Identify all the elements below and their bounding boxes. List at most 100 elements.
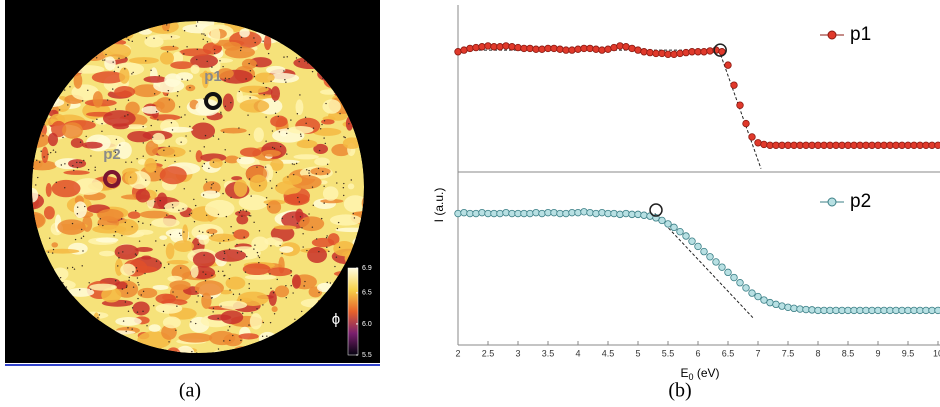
- x-tick-label: 5.5: [662, 348, 675, 358]
- x-tick-label: 5: [635, 348, 640, 358]
- map-speck: [283, 56, 285, 58]
- data-point: [592, 209, 600, 218]
- map-speck: [230, 101, 232, 104]
- map-patch: [114, 281, 128, 290]
- data-point: [682, 232, 690, 240]
- map-speck: [84, 205, 86, 208]
- map-speck: [294, 318, 296, 321]
- map-speck: [300, 135, 302, 137]
- data-point: [526, 209, 534, 218]
- map-speck: [299, 133, 302, 135]
- map-speck: [223, 275, 225, 277]
- map-speck: [298, 60, 300, 63]
- map-speck: [49, 237, 51, 239]
- map-speck: [291, 163, 294, 165]
- map-speck: [270, 245, 272, 247]
- data-point: [934, 141, 940, 149]
- map-speck: [142, 142, 145, 144]
- map-speck: [293, 163, 295, 166]
- map-patch: [209, 158, 223, 169]
- map-patch: [317, 282, 333, 293]
- map-speck: [76, 161, 78, 164]
- data-point: [610, 43, 618, 52]
- map-patch: [164, 201, 188, 213]
- map-speck: [353, 217, 356, 219]
- map-speck: [254, 244, 256, 246]
- map-speck: [202, 38, 204, 41]
- map-speck: [238, 293, 241, 295]
- map-speck: [135, 254, 138, 256]
- map-speck: [52, 149, 55, 151]
- data-point: [586, 208, 594, 217]
- map-patch: [282, 175, 303, 185]
- data-point: [772, 300, 780, 309]
- map-speck: [145, 179, 147, 181]
- map-speck: [163, 266, 166, 269]
- map-speck: [55, 181, 57, 184]
- map-speck: [311, 226, 314, 228]
- map-patch: [273, 225, 297, 230]
- map-patch: [51, 242, 59, 248]
- data-point: [670, 50, 678, 58]
- map-speck: [285, 81, 287, 83]
- map-speck: [229, 289, 231, 291]
- data-point: [682, 48, 690, 57]
- map-patch: [320, 198, 344, 204]
- data-point: [700, 48, 708, 56]
- map-speck: [136, 311, 139, 313]
- map-speck: [323, 120, 326, 122]
- map-patch: [182, 224, 189, 243]
- map-patch: [32, 160, 57, 171]
- map-speck: [250, 195, 252, 197]
- map-speck: [124, 115, 126, 117]
- map-patch: [115, 316, 142, 326]
- map-speck: [273, 313, 276, 315]
- map-speck: [127, 99, 130, 101]
- map-patch: [166, 259, 189, 265]
- map-patch: [89, 283, 117, 291]
- map-speck: [238, 127, 240, 129]
- map-speck: [131, 307, 134, 309]
- map-speck: [159, 199, 161, 202]
- map-speck: [321, 123, 323, 126]
- data-point: [724, 268, 732, 277]
- data-point: [484, 42, 492, 50]
- map-patch: [160, 45, 179, 51]
- map-speck: [223, 239, 225, 242]
- map-speck: [125, 161, 127, 163]
- map-patch: [347, 183, 355, 190]
- map-speck: [212, 233, 215, 235]
- map-patch: [209, 330, 236, 346]
- map-patch: [51, 179, 81, 198]
- data-point: [604, 45, 612, 53]
- map-speck: [254, 41, 256, 44]
- map-speck: [153, 37, 155, 40]
- map-speck: [308, 213, 310, 215]
- map-speck: [177, 90, 179, 93]
- map-patch: [178, 332, 213, 343]
- map-speck: [94, 166, 96, 169]
- map-speck: [65, 286, 68, 288]
- map-speck: [171, 204, 174, 206]
- map-speck: [241, 215, 243, 217]
- data-point: [760, 296, 768, 304]
- map-patch: [319, 180, 328, 185]
- map-speck: [64, 187, 66, 189]
- data-point: [736, 279, 744, 287]
- map-speck: [180, 141, 182, 143]
- map-speck: [228, 277, 231, 280]
- map-patch: [43, 206, 55, 220]
- map-speck: [262, 304, 264, 306]
- map-speck: [264, 166, 267, 168]
- data-point: [580, 208, 588, 216]
- map-patch: [41, 146, 49, 164]
- map-speck: [240, 250, 242, 253]
- map-speck: [71, 222, 74, 225]
- colorbar-tick-label: 6.9: [362, 265, 372, 272]
- map-patch: [63, 170, 90, 175]
- map-speck: [212, 311, 214, 313]
- map-speck: [117, 265, 119, 267]
- map-speck: [114, 151, 117, 154]
- map-patch: [120, 263, 136, 276]
- map-speck: [180, 116, 183, 118]
